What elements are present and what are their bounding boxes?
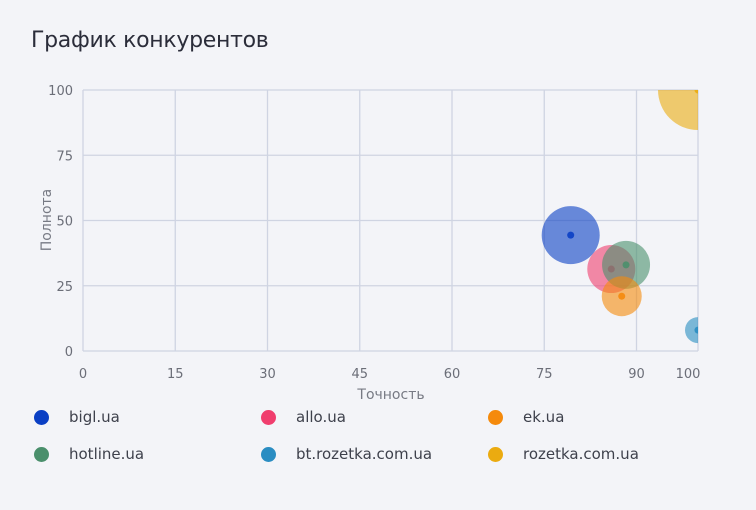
x-axis-label: Точность (356, 387, 424, 400)
chart-grid (82, 89, 699, 352)
legend-dot-icon (261, 446, 276, 462)
bubble-hotline-ua[interactable] (602, 240, 651, 289)
x-tick-label: 30 (259, 367, 276, 382)
x-tick-label: 15 (167, 367, 184, 382)
y-tick-label: 25 (56, 280, 73, 295)
y-tick-label: 75 (56, 149, 73, 164)
legend-dot-icon (261, 409, 276, 425)
legend-item-rozetka-com-ua[interactable]: rozetka.com.ua (488, 443, 715, 465)
y-tick-label: 100 (48, 84, 73, 99)
bubble-bigl-ua[interactable] (541, 206, 600, 265)
chart-title: График конкурентов (31, 28, 269, 53)
x-tick-label: 60 (444, 367, 461, 382)
legend-dot-icon (488, 446, 503, 462)
y-tick-label: 0 (65, 345, 73, 360)
bubble-ek-ua[interactable] (601, 276, 642, 317)
legend-label: allo.ua (296, 408, 346, 426)
legend-dot-icon (34, 446, 49, 462)
bubble-bt-rozetka-com-ua[interactable] (685, 317, 711, 344)
legend-label: ek.ua (523, 408, 565, 426)
legend-label: hotline.ua (69, 445, 145, 463)
legend-dot-icon (488, 409, 503, 425)
legend-dot-icon (34, 409, 49, 425)
legend-item-bt-rozetka-com-ua[interactable]: bt.rozetka.com.ua (261, 443, 488, 465)
legend-label: bigl.ua (69, 408, 120, 426)
y-axis-label: Полнота (39, 189, 55, 252)
bubble-rozetka-com-ua[interactable] (658, 50, 738, 130)
bubble-chart: 0 15 30 45 60 75 90 100 0 25 50 75 100 Точность Пол… (39, 50, 738, 400)
legend-label: bt.rozetka.com.ua (296, 445, 433, 463)
x-tick-label: 100 (676, 367, 701, 382)
y-axis-ticks: 0 25 50 75 100 (48, 84, 73, 360)
legend-item-hotline-ua[interactable]: hotline.ua (34, 443, 261, 465)
x-axis-ticks: 0 15 30 45 60 75 90 100 (79, 367, 701, 382)
x-tick-label: 75 (536, 367, 553, 382)
x-tick-label: 90 (628, 367, 645, 382)
chart-legend: bigl.ua allo.ua ek.ua hotline.ua bt.rozetka.… (34, 406, 714, 465)
legend-label: rozetka.com.ua (523, 445, 639, 463)
y-tick-label: 50 (56, 215, 73, 230)
x-tick-label: 0 (79, 367, 87, 382)
legend-item-ek-ua[interactable]: ek.ua (488, 406, 715, 428)
bubble-layer (541, 50, 738, 344)
legend-item-bigl-ua[interactable]: bigl.ua (34, 406, 261, 428)
x-tick-label: 45 (351, 367, 368, 382)
legend-item-allo-ua[interactable]: allo.ua (261, 406, 488, 428)
